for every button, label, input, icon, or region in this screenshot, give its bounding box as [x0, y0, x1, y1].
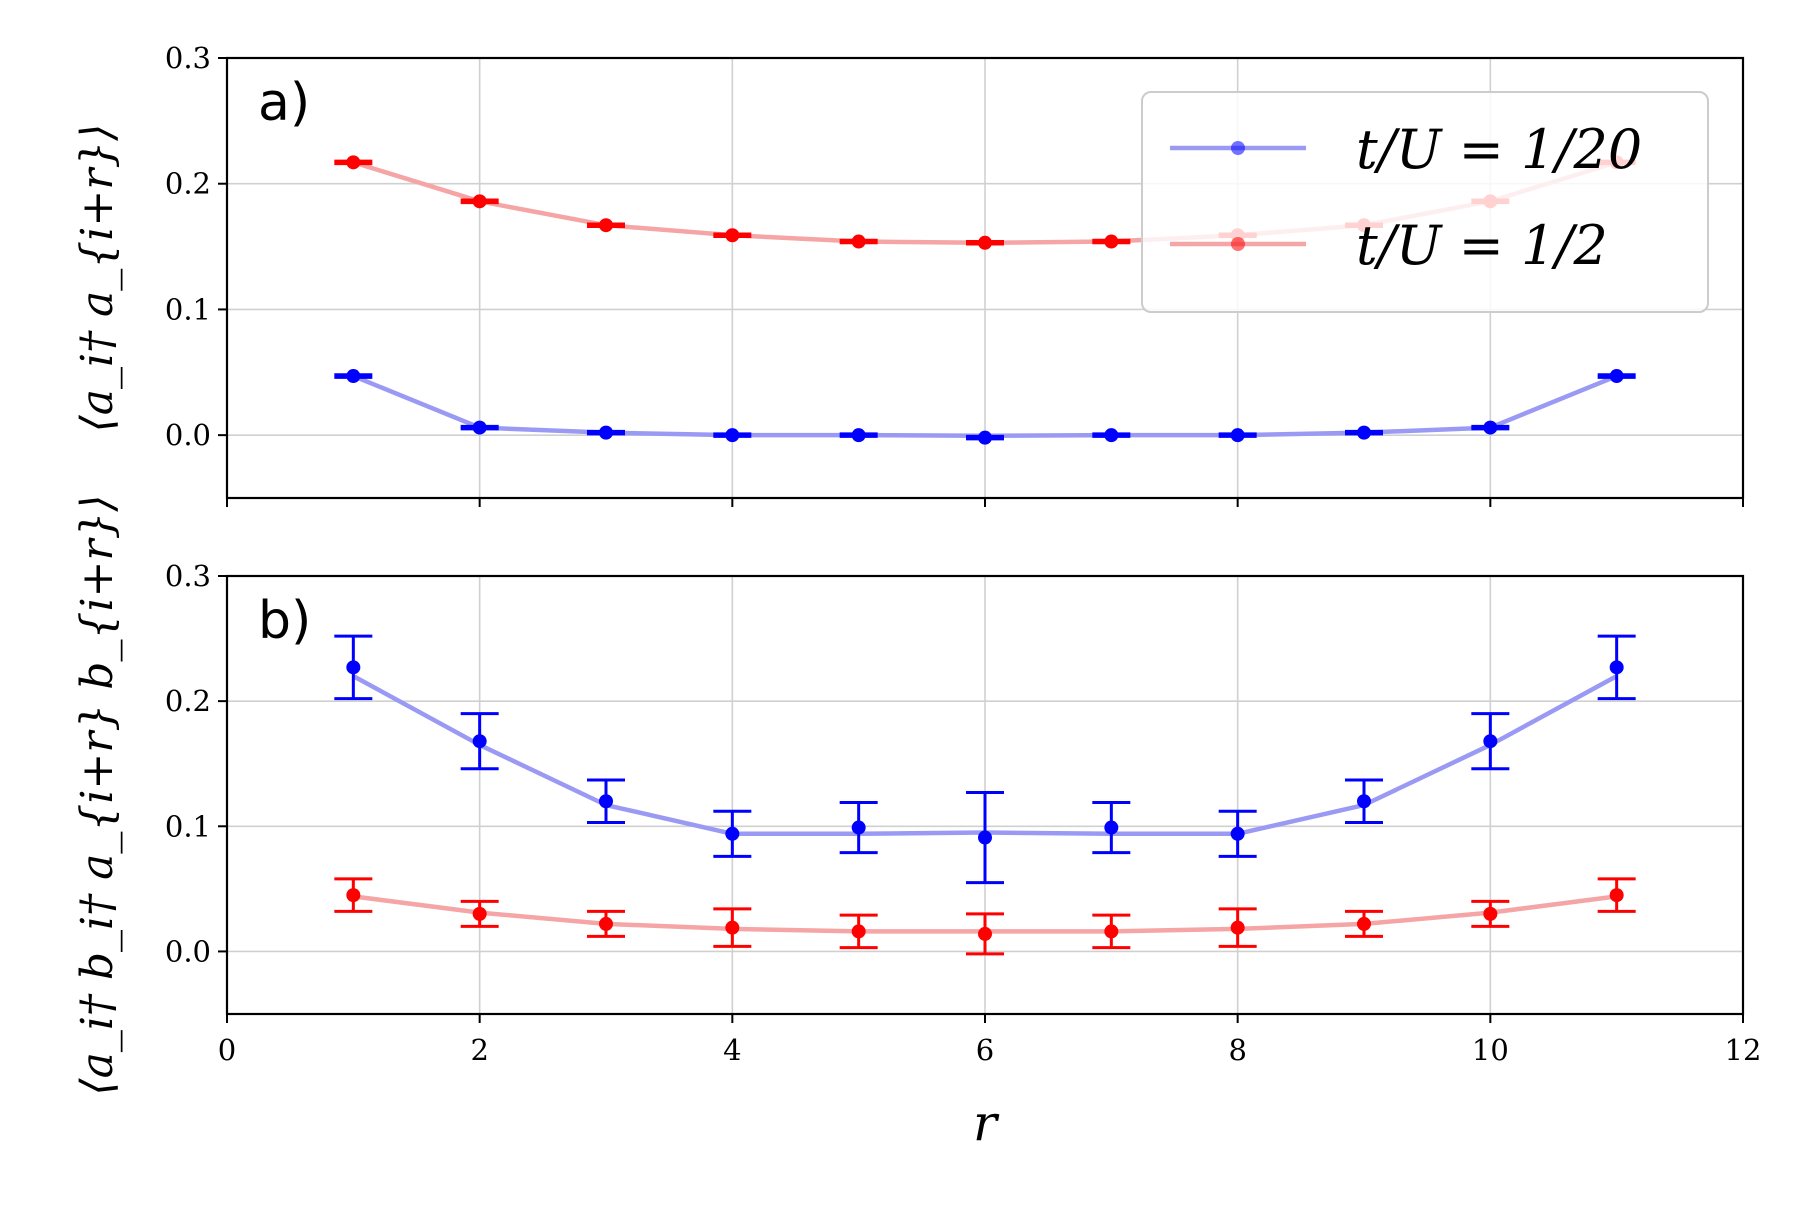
x-tick-label: 8 — [1228, 1033, 1246, 1067]
series-red-point — [599, 916, 613, 931]
x-tick-label: 12 — [1725, 1033, 1762, 1067]
panel-b: 0.0 0.1 0.2 0.3 0 2 4 6 8 10 12 b) ⟨a_i† b_i† a_{i+r… — [72, 494, 1761, 1095]
series-blue-point — [1609, 660, 1624, 675]
series-red-point — [472, 194, 487, 209]
series-red-point — [346, 155, 361, 170]
series-blue-point — [599, 794, 613, 809]
series-blue-point — [472, 734, 487, 749]
series-blue-point — [1230, 826, 1245, 841]
legend-swatch-marker — [1231, 237, 1245, 251]
x-tick-label: 0 — [218, 1033, 236, 1067]
series-blue-point — [725, 826, 740, 841]
series-red-point — [1357, 916, 1371, 931]
axes-frame — [225, 574, 1745, 1016]
series-blue-point — [1483, 420, 1498, 435]
x-tick-label: 2 — [470, 1033, 488, 1067]
series-red-point — [346, 888, 361, 903]
x-tick-label: 4 — [723, 1033, 741, 1067]
y-tick-label: 0.0 — [165, 418, 211, 452]
y-tick-label: 0.2 — [165, 167, 211, 201]
x-tick-label: 6 — [976, 1033, 994, 1067]
series-red-point — [725, 920, 740, 935]
x-tick-label: 10 — [1472, 1033, 1509, 1067]
y-tick-label: 0.2 — [165, 684, 211, 718]
y-tick-label: 0.3 — [165, 41, 211, 75]
axes-frame — [225, 56, 1745, 500]
series-blue-point — [599, 425, 613, 440]
series-red-point — [725, 228, 740, 243]
legend-label: t/U = 1/2 — [1356, 214, 1608, 277]
panel-label: a) — [258, 73, 310, 133]
y-tick-label: 0.3 — [165, 559, 211, 593]
legend-swatch-marker — [1231, 141, 1245, 155]
series-red-point — [472, 906, 487, 921]
x-axis-label-group: r — [973, 1094, 1000, 1152]
series-blue-point — [978, 830, 992, 845]
series-red-point — [851, 924, 866, 939]
y-axis-label: ⟨a_i† a_{i+r}⟩ — [72, 124, 123, 433]
series-red-point — [1609, 888, 1624, 903]
y-tick-label: 0.0 — [165, 934, 211, 968]
series-red-point — [978, 926, 992, 941]
y-tick-label: 0.1 — [165, 809, 211, 843]
series-red-point — [1104, 924, 1119, 939]
series-blue-point — [1483, 734, 1498, 749]
legend-label: t/U = 1/20 — [1356, 118, 1642, 181]
series-blue-point — [851, 428, 866, 443]
series-red-point — [851, 234, 866, 249]
series-blue-point — [978, 430, 992, 445]
series-blue-point — [851, 820, 866, 835]
series-blue-point — [472, 420, 487, 435]
series-red-point — [1104, 234, 1119, 249]
series-red-point — [978, 235, 992, 250]
series-blue-point — [346, 369, 361, 384]
series-red-point — [599, 218, 613, 233]
series-blue-point — [1230, 428, 1245, 443]
series-red-point — [1483, 906, 1498, 921]
y-tick-label: 0.1 — [165, 292, 211, 326]
series-blue-point — [1357, 425, 1371, 440]
series-blue-point — [725, 428, 740, 443]
series-blue-point — [1357, 794, 1371, 809]
series-blue-point — [1104, 820, 1119, 835]
y-axis-label: ⟨a_i† b_i† a_{i+r} b_{i+r}⟩ — [72, 494, 123, 1095]
series-blue-point — [1609, 369, 1624, 384]
panel-label: b) — [258, 591, 311, 651]
x-axis-label: r — [973, 1094, 1000, 1152]
series-blue-point — [346, 660, 361, 675]
series-red-point — [1230, 920, 1245, 935]
series-blue-point — [1104, 428, 1119, 443]
legend: t/U = 1/20 t/U = 1/2 — [1141, 91, 1709, 313]
